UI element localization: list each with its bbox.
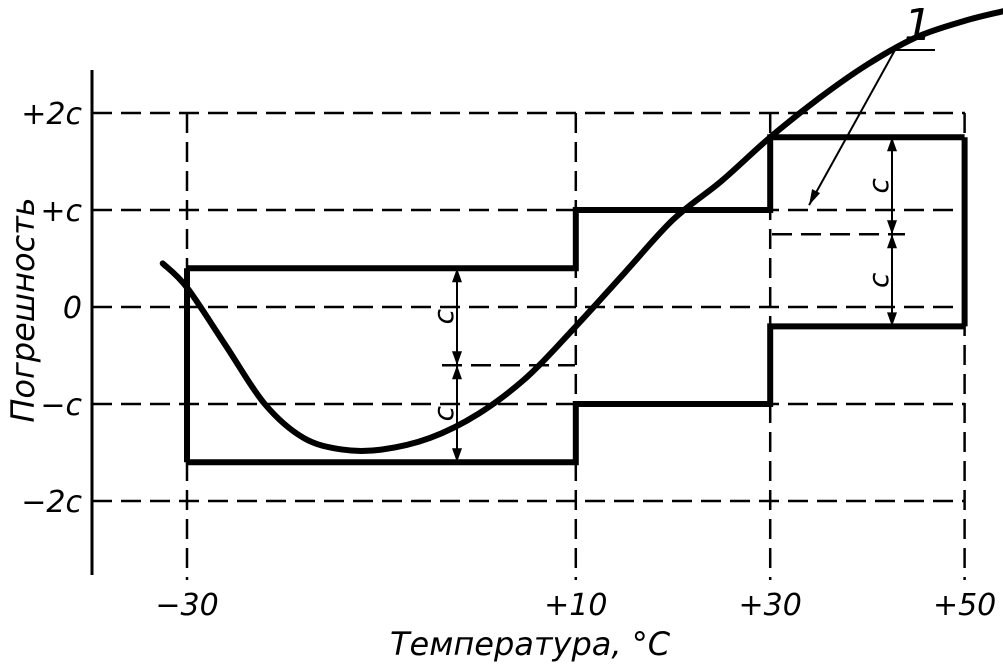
y-tick-label-0: +2c [21,97,82,132]
dimension-label-c-2-1: c [862,272,895,288]
callout-leader [808,49,896,206]
tolerance-lower-limit [187,323,965,466]
dimension-arrow-top-1 [452,268,462,283]
dimension-label-c-1-1: c [427,405,460,421]
tolerance-upper-limit [187,134,965,272]
y-axis-title: Погрешность [4,197,42,422]
x-tick-label-3: +50 [933,588,996,623]
x-tick-label-2: +30 [739,588,802,623]
dimension-label-c-1-0: c [427,308,460,324]
dimension-arrow-mid-down-2 [887,234,897,249]
dimension-arrow-bottom-2 [887,312,897,327]
x-axis-title: Температура, °C [390,625,671,663]
callout-arrow [809,189,821,206]
dimension-arrow-mid-down-1 [452,365,462,380]
dimension-arrow-top-2 [887,137,897,152]
dimension-arrow-bottom-1 [452,448,462,463]
dimension-arrow-mid-up-2 [887,220,897,235]
x-tick-label-0: −30 [155,588,218,623]
callout-number: 1 [904,0,932,51]
dimension-arrow-mid-up-1 [452,351,462,366]
y-tick-label-2: 0 [63,291,82,326]
dimension-label-c-2-0: c [862,177,895,193]
x-tick-label-1: +10 [544,588,607,623]
y-tick-label-4: −2c [21,485,82,520]
error-curve [159,8,1003,455]
y-tick-label-3: −c [40,388,82,423]
y-tick-label-1: +c [40,194,82,229]
